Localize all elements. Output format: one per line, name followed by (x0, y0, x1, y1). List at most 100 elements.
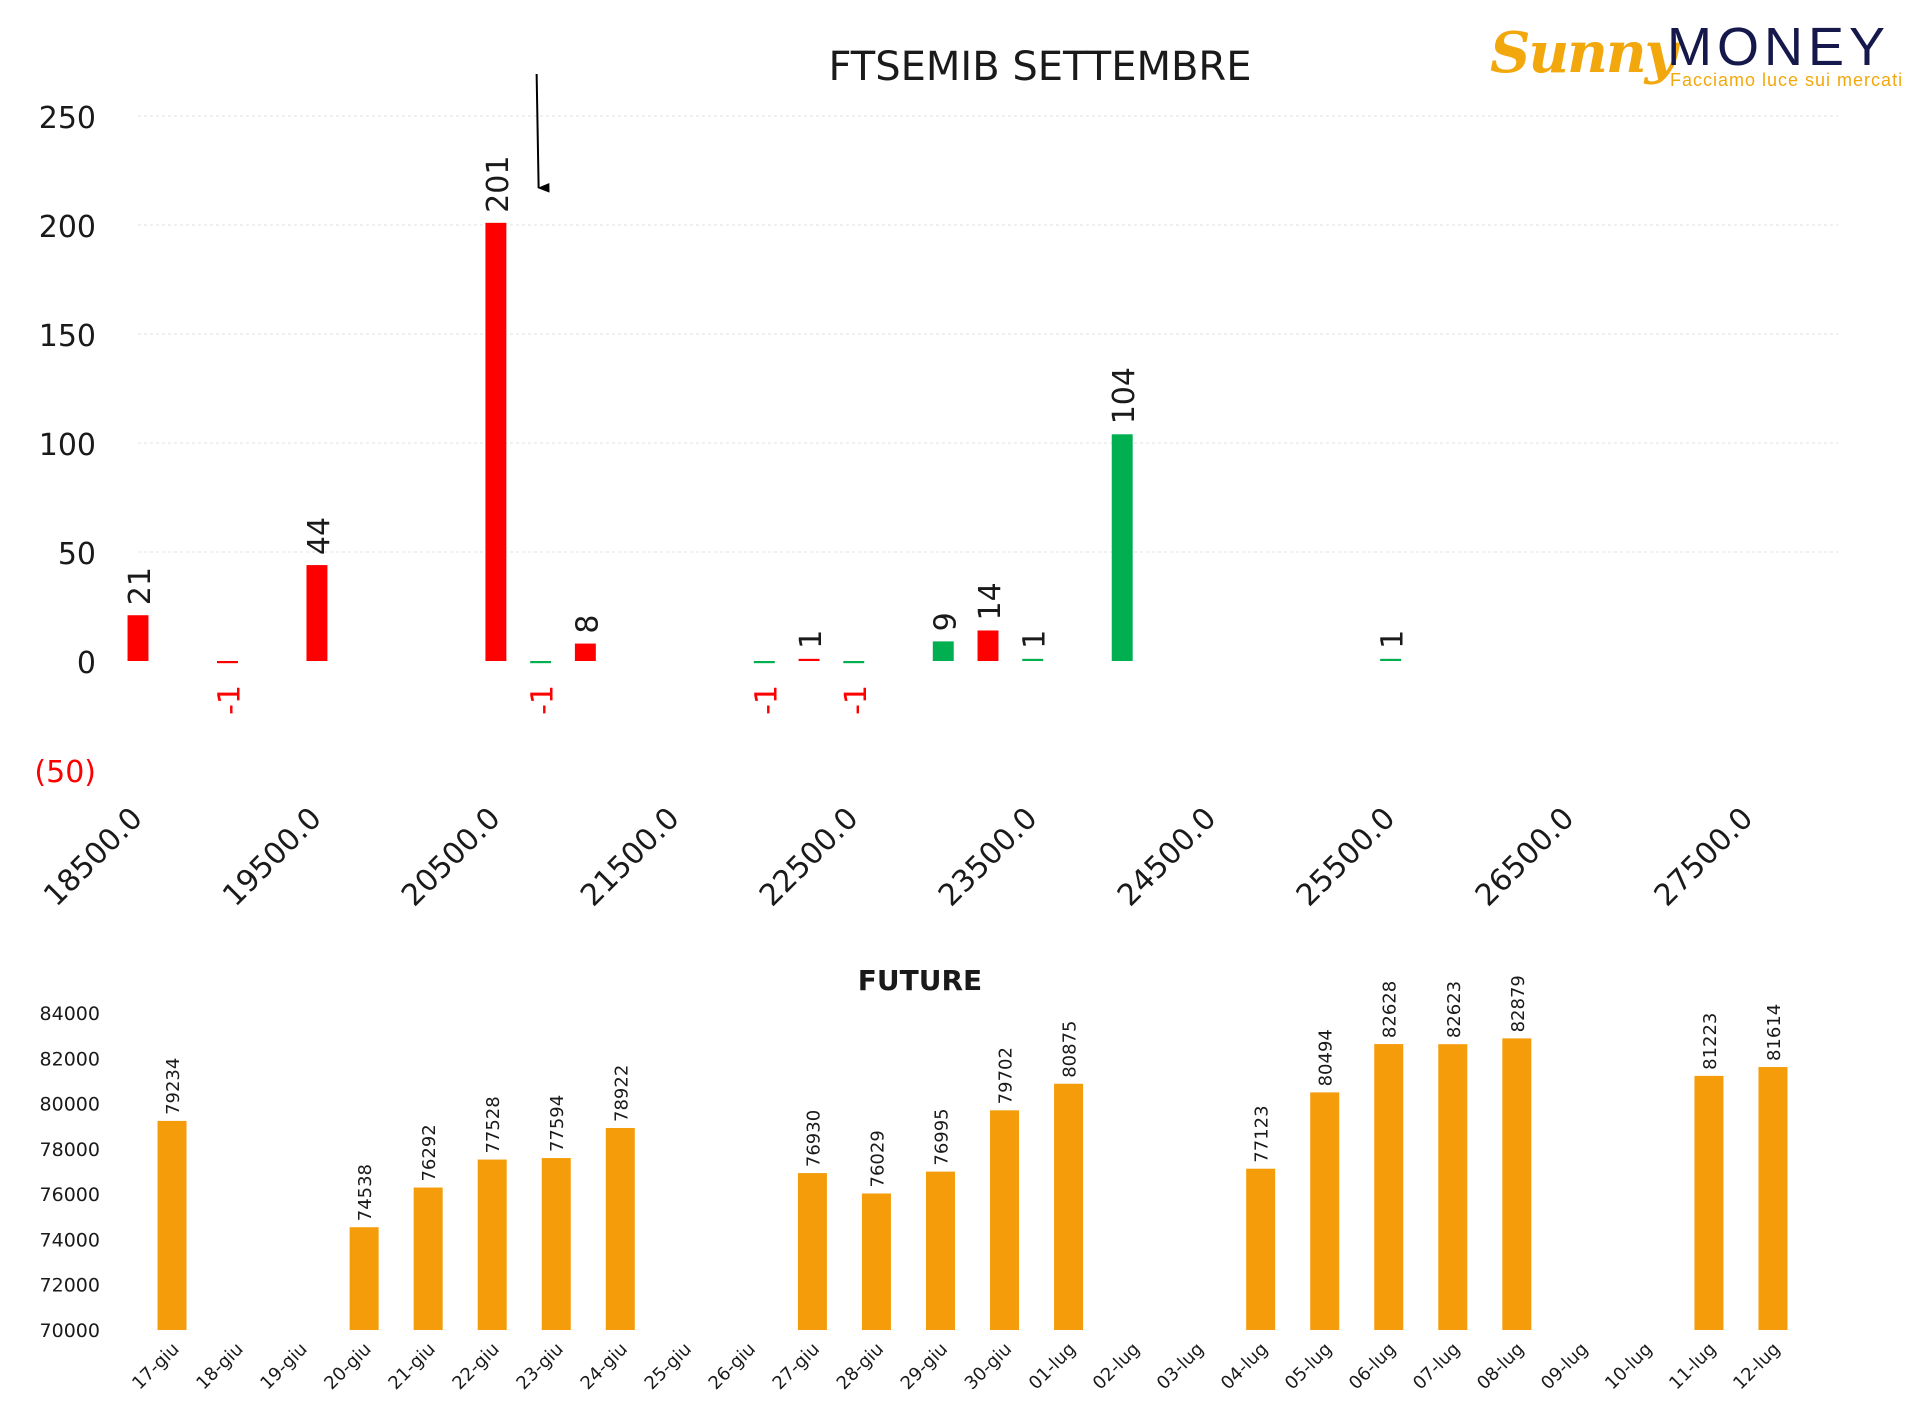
future-bar (477, 1159, 507, 1330)
future-bar-data-label: 74538 (355, 1164, 376, 1221)
y-tick-label: 100 (39, 428, 96, 463)
future-bar-data-label: 76029 (867, 1130, 888, 1187)
bar (932, 641, 954, 661)
bar (1022, 658, 1044, 661)
future-x-tick-label: 21-giu (384, 1339, 439, 1394)
future-bar (605, 1127, 635, 1330)
future-x-tick-label: 10-lug (1601, 1339, 1656, 1394)
bar (798, 658, 820, 661)
bar (485, 222, 507, 661)
future-bar (1374, 1044, 1404, 1330)
future-x-tick-label: 01-lug (1025, 1339, 1080, 1394)
future-x-tick-label: 02-lug (1089, 1339, 1144, 1394)
bar-data-label: -1 (212, 685, 247, 715)
future-bar (1758, 1067, 1788, 1330)
bar-data-label: 1 (1018, 630, 1053, 649)
future-y-tick-label: 82000 (40, 1048, 100, 1070)
bar (843, 661, 865, 664)
future-bar-data-label: 78922 (611, 1065, 632, 1122)
bar-data-label: 9 (928, 612, 963, 631)
future-x-tick-label: 03-lug (1153, 1339, 1208, 1394)
future-bar-data-label: 77123 (1252, 1105, 1273, 1162)
x-tick-label: 23500.0 (932, 801, 1044, 913)
future-bar (861, 1193, 891, 1330)
bar (1111, 434, 1133, 661)
logo-money-text: MONEY (1667, 17, 1891, 77)
future-x-tick-label: 04-lug (1217, 1339, 1272, 1394)
future-bar (349, 1227, 379, 1330)
future-chart: FUTURE 84000 82000 80000 78000 76000 74000 7200… (40, 964, 1788, 1394)
bar-data-label: 1 (794, 630, 829, 649)
future-bar (413, 1187, 443, 1330)
future-x-tick-label: 17-giu (128, 1339, 183, 1394)
future-x-tick-label: 24-giu (577, 1339, 632, 1394)
future-x-tick-label: 09-lug (1537, 1339, 1592, 1394)
x-tick-label: 20500.0 (395, 801, 507, 913)
future-bar (1694, 1075, 1724, 1330)
y-tick-label: 150 (39, 319, 96, 354)
future-y-tick-label: 74000 (40, 1229, 100, 1251)
future-x-tick-label: 18-giu (192, 1339, 247, 1394)
future-x-tick-label: 20-giu (320, 1339, 375, 1394)
bar (306, 565, 328, 661)
future-bar-data-label: 76995 (931, 1108, 952, 1165)
bar-data-label: 1 (1376, 630, 1411, 649)
future-bar (1054, 1083, 1084, 1330)
future-x-tick-label: 25-giu (641, 1339, 696, 1394)
future-bar (797, 1173, 827, 1330)
future-bar (1246, 1168, 1276, 1330)
bar-data-label: 8 (570, 614, 605, 633)
options-chart: FTSEMIB SETTEMBRE 250 200 150 100 50 0 (50) 1850… (34, 44, 1838, 913)
future-bar-data-label: 76292 (419, 1124, 440, 1181)
bar (217, 661, 238, 664)
future-bar-data-label: 79234 (163, 1058, 184, 1115)
future-bar (990, 1110, 1020, 1330)
future-x-tick-label: 06-lug (1345, 1339, 1400, 1394)
future-x-tick-label: 28-giu (833, 1339, 888, 1394)
future-x-tick-label: 29-giu (897, 1339, 952, 1394)
bar (574, 643, 596, 661)
future-bar (157, 1120, 187, 1330)
future-x-tick-label: 11-lug (1665, 1339, 1720, 1394)
annotation-arrow (535, 73, 550, 193)
future-bar (1502, 1038, 1532, 1330)
bar (1380, 658, 1402, 661)
future-x-tick-label: 22-giu (448, 1339, 503, 1394)
future-bar-data-label: 82623 (1444, 981, 1465, 1038)
future-bar-data-label: 82628 (1380, 981, 1401, 1038)
future-bar-data-label: 76930 (803, 1110, 824, 1167)
bar-data-label: 104 (1107, 367, 1142, 424)
bar (753, 661, 775, 664)
chart-title: FTSEMIB SETTEMBRE (829, 44, 1252, 90)
bar-data-label: -1 (839, 685, 874, 715)
future-y-tick-label: 70000 (40, 1320, 100, 1342)
y-tick-label: 50 (58, 537, 96, 572)
future-bar-data-label: 81614 (1764, 1004, 1785, 1061)
future-y-tick-label: 72000 (40, 1275, 100, 1297)
y-tick-label: 200 (39, 210, 96, 245)
logo-sunny-text: Sunny (1490, 20, 1677, 86)
future-x-tick-label: 19-giu (256, 1339, 311, 1394)
y-tick-label: (50) (34, 755, 96, 790)
x-tick-label: 26500.0 (1469, 801, 1581, 913)
y-tick-label: 0 (77, 646, 96, 681)
future-x-tick-label: 26-giu (705, 1339, 760, 1394)
future-x-tick-label: 07-lug (1409, 1339, 1464, 1394)
future-bar-data-label: 81223 (1700, 1013, 1721, 1070)
future-bar (925, 1171, 955, 1330)
future-x-tick-label: 23-giu (512, 1339, 567, 1394)
future-bar-data-label: 79702 (996, 1047, 1017, 1104)
bar (977, 630, 999, 661)
future-bar-data-label: 80875 (1060, 1020, 1081, 1077)
future-bar (1310, 1092, 1340, 1330)
future-y-tick-label: 80000 (40, 1094, 100, 1116)
bar-data-label: -1 (526, 685, 561, 715)
future-bar-data-label: 77594 (547, 1095, 568, 1152)
x-tick-label: 19500.0 (216, 801, 328, 913)
future-bar-data-label: 82879 (1508, 975, 1529, 1032)
x-tick-label: 21500.0 (574, 801, 686, 913)
future-x-tick-label: 30-giu (961, 1339, 1016, 1394)
x-tick-label: 24500.0 (1111, 801, 1223, 913)
y-tick-label: 250 (39, 101, 96, 136)
logo-tagline: Facciamo luce sui mercati (1670, 70, 1904, 90)
